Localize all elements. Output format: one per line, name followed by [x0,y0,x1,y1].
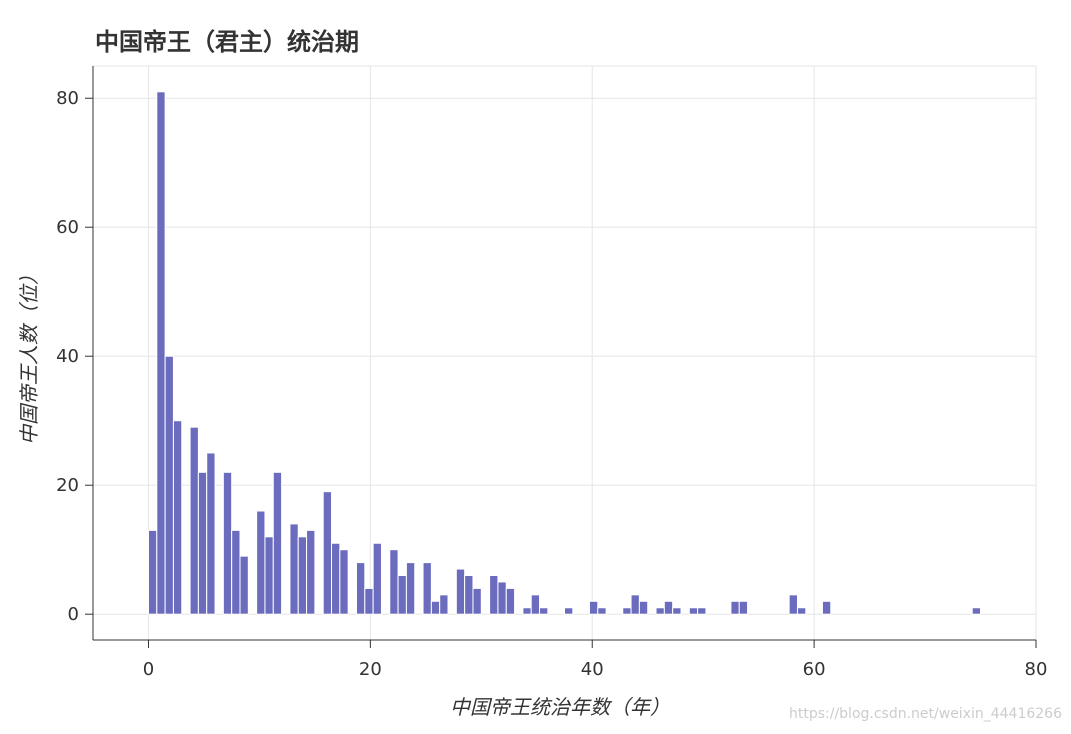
x-tick-label: 60 [803,659,826,680]
bar [364,587,374,615]
bar [430,600,441,615]
bar [638,600,649,615]
bar [272,471,283,615]
chart-title: 中国帝王（君主）统治期 [95,28,359,56]
bar [730,600,740,615]
bar [522,607,532,615]
bar [489,575,499,615]
bar [156,91,166,615]
bar [164,355,174,615]
y-tick-label: 20 [56,475,79,496]
bar [497,581,507,615]
bar [630,594,640,615]
bar [147,529,158,615]
bar [322,491,333,615]
bar [331,542,341,615]
bar [464,575,474,615]
bar [439,594,449,615]
bar [688,607,699,615]
bar [597,607,607,615]
y-tick-label: 60 [56,217,79,238]
x-tick-label: 20 [359,659,382,680]
bar [222,471,233,615]
bar [206,452,216,615]
bar [971,607,982,615]
bar [264,536,274,615]
x-tick-label: 0 [143,659,154,680]
bar [663,600,674,615]
y-axis-label: 中国帝王人数（位） [17,265,41,445]
bar [530,594,541,615]
bar [697,607,707,615]
bar [622,607,632,615]
bar [505,587,516,615]
bar [422,562,432,615]
y-tick-label: 40 [56,346,79,367]
bar [738,600,749,615]
x-axis-label: 中国帝王统治年数（年） [450,695,670,719]
bar [306,529,316,615]
bar [189,426,199,615]
bar [197,471,208,615]
y-tick-label: 0 [68,604,79,625]
bar [564,607,574,615]
bar [472,587,482,615]
bar [372,542,382,615]
watermark: https://blog.csdn.net/weixin_44416266 [789,706,1062,722]
bar [821,600,832,615]
bar [355,562,366,615]
bar [397,575,407,615]
bar [172,420,183,615]
bar [389,549,399,615]
bar [655,607,665,615]
bar [289,523,299,615]
bar [405,562,416,615]
bar [788,594,798,615]
bar [231,529,241,615]
x-tick-label: 40 [581,659,604,680]
bar [539,607,549,615]
bar [455,568,466,615]
x-tick-label: 80 [1025,659,1048,680]
y-tick-label: 80 [56,88,79,109]
bar [239,555,249,615]
bar [297,536,308,615]
bar [256,510,266,615]
bar [672,607,682,615]
bar [339,549,349,615]
bar [588,600,599,615]
bar [796,607,807,615]
